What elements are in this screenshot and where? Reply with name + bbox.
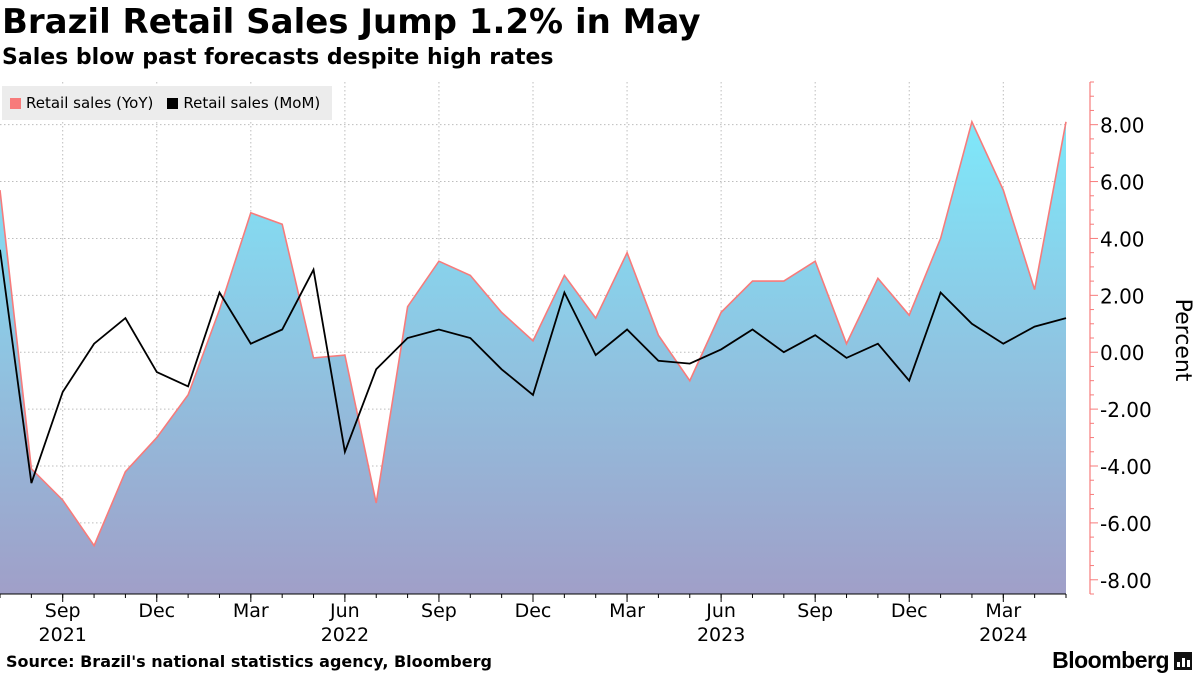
x-tick-label: Sep	[45, 600, 81, 622]
legend-swatch-yoy	[10, 97, 21, 109]
y-tick-label: 0.00	[1100, 341, 1145, 365]
x-year-label: 2022	[321, 624, 369, 646]
legend-label-mom: Retail sales (MoM)	[183, 94, 321, 112]
y-axis-label: Percent	[1170, 299, 1195, 382]
x-tick-label: Sep	[421, 600, 457, 622]
source-note: Source: Brazil's national statistics age…	[6, 652, 492, 671]
legend: Retail sales (YoY) Retail sales (MoM)	[2, 86, 333, 120]
legend-item-yoy: Retail sales (YoY)	[10, 94, 153, 112]
chart-subtitle: Sales blow past forecasts despite high r…	[2, 45, 554, 70]
x-tick-label: Dec	[515, 600, 552, 622]
y-tick-label: -6.00	[1100, 512, 1152, 536]
legend-label-yoy: Retail sales (YoY)	[26, 94, 154, 112]
x-year-label: 2023	[697, 624, 745, 646]
series-lines	[0, 119, 1067, 548]
yoy-area-fill	[0, 121, 1066, 595]
x-tick-label: Dec	[138, 600, 175, 622]
x-year-label: 2024	[979, 624, 1027, 646]
mom-line	[0, 249, 1067, 484]
x-tick-label: Mar	[609, 600, 645, 622]
y-tick-label: 2.00	[1100, 284, 1145, 308]
x-tick-label: Jun	[705, 600, 736, 622]
legend-item-mom: Retail sales (MoM)	[167, 94, 320, 112]
yoy-area	[0, 121, 1066, 595]
brand-name: Bloomberg	[1052, 647, 1169, 673]
bloomberg-logo: Bloomberg	[1052, 647, 1192, 674]
axes: -8.00 -6.00 -4.00 -2.00 0.00 2.00 4.00 6.00 8.00…	[0, 81, 1152, 646]
y-tick-label: 4.00	[1100, 227, 1145, 251]
x-tick-label: Mar	[233, 600, 269, 622]
x-year-label: 2021	[39, 624, 87, 646]
x-tick-label: Jun	[329, 600, 360, 622]
y-tick-label: 8.00	[1100, 114, 1145, 138]
y-tick-label: -8.00	[1100, 569, 1152, 593]
yoy-line	[0, 119, 1067, 548]
x-tick-label: Mar	[985, 600, 1021, 622]
y-tick-label: -2.00	[1100, 398, 1152, 422]
x-tick-label: Sep	[797, 600, 833, 622]
y-tick-label: 6.00	[1100, 171, 1145, 195]
bar-chart-icon	[1174, 651, 1192, 670]
chart-title: Brazil Retail Sales Jump 1.2% in May	[2, 2, 701, 42]
x-tick-label: Dec	[891, 600, 928, 622]
legend-swatch-mom	[167, 97, 179, 109]
y-tick-label: -4.00	[1100, 455, 1152, 479]
